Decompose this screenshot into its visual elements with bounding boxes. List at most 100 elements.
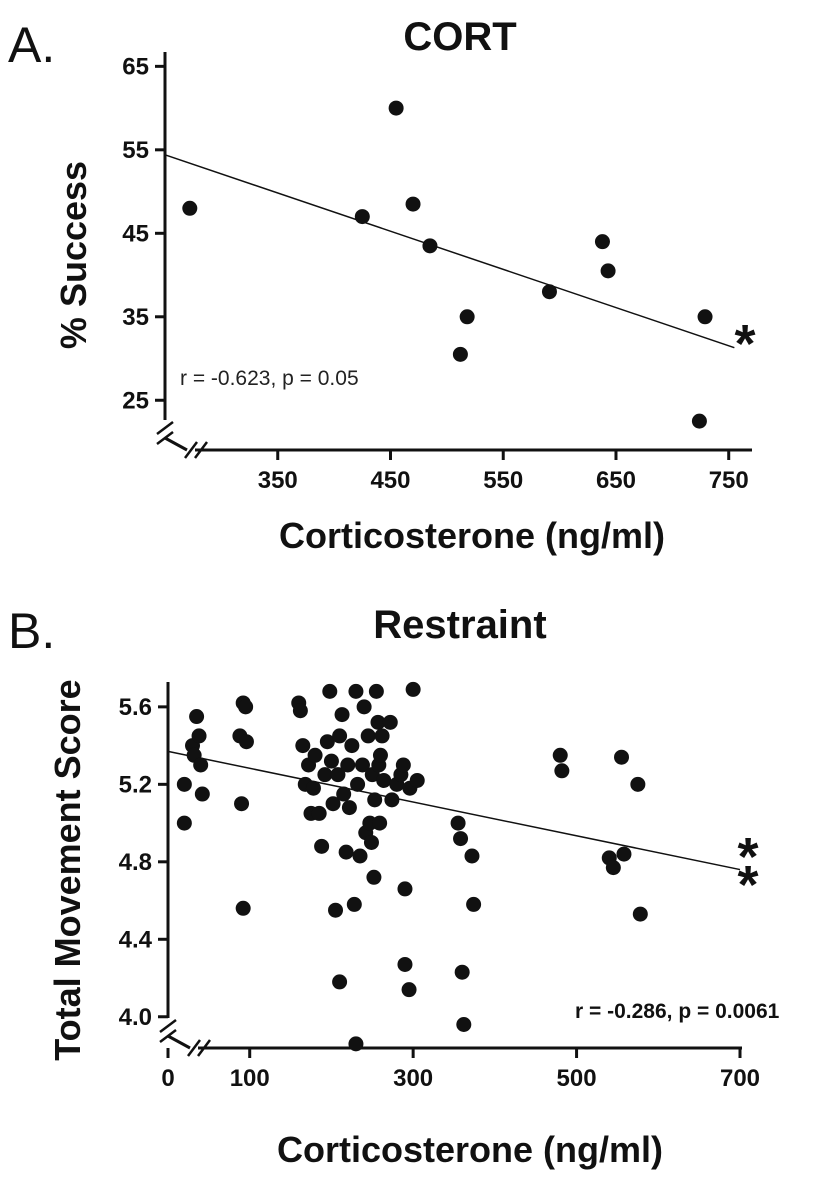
panel-b-data-point <box>330 767 346 783</box>
panel-b-x-tick-label: 700 <box>720 1065 760 1092</box>
panel-b-stats-annotation: r = -0.286, p = 0.0061 <box>575 1000 780 1023</box>
panel-b-data-point <box>332 974 348 990</box>
panel-a-data-point <box>541 284 557 300</box>
panel-b-chart: B. Restraint Total Movement Score Cortic… <box>8 603 780 1170</box>
panel-a-data-point <box>459 309 475 325</box>
panel-b-data-point <box>450 815 466 831</box>
panel-b-trendline-group <box>167 750 741 871</box>
panel-b-x-tick-label: 0 <box>161 1065 174 1092</box>
panel-a-axis-corner <box>164 436 188 452</box>
panel-a-x-tick-label: 350 <box>258 467 298 494</box>
panel-b-x-break-mark <box>187 1039 201 1057</box>
panel-b-y-tick-label: 4.8 <box>119 849 152 876</box>
panel-b-data-point <box>360 728 376 744</box>
panel-a-data-point <box>452 346 468 362</box>
panel-b-data-point <box>356 699 372 715</box>
panel-a-data-point <box>405 196 421 212</box>
panel-a-data-point <box>697 309 713 325</box>
panel-b-title: Restraint <box>373 603 546 647</box>
panel-a-data-point <box>691 413 707 429</box>
panel-a-x-tick-label: 550 <box>483 467 523 494</box>
panel-b-data-point <box>466 896 482 912</box>
panel-a-x-tick-label: 650 <box>596 467 636 494</box>
panel-a-y-tick-label: 35 <box>122 304 149 331</box>
panel-b-data-point <box>319 734 335 750</box>
panel-b-significance-marker: ** <box>737 827 758 915</box>
panel-b-data-point <box>368 683 384 699</box>
panel-b-trendline <box>167 750 741 871</box>
panel-a-letter: A. <box>8 17 55 73</box>
panel-a-x-break-mark <box>184 441 198 459</box>
panel-b-data-point <box>605 860 621 876</box>
panel-b-data-point <box>464 848 480 864</box>
panel-b-x-tick-label: 100 <box>230 1065 270 1092</box>
panel-b-data-point <box>554 763 570 779</box>
panel-b-data-point <box>338 844 354 860</box>
panel-a-x-axis-label: Corticosterone (ng/ml) <box>279 515 665 556</box>
panel-b-data-point <box>189 709 205 725</box>
panel-b-data-point <box>367 792 383 808</box>
panel-a-y-tick-label: 55 <box>122 137 149 164</box>
panel-b-y-tick-label: 5.2 <box>119 771 152 798</box>
panel-b-points <box>176 681 648 1052</box>
panel-b-data-point <box>453 831 469 847</box>
panel-b-data-point <box>363 834 379 850</box>
panel-b-data-point <box>325 796 341 812</box>
panel-b-data-point <box>191 728 207 744</box>
panel-b-significance-star: * <box>737 855 758 915</box>
panel-a-data-point <box>388 100 404 116</box>
panel-b-data-point <box>409 772 425 788</box>
panel-a-title: CORT <box>403 15 516 59</box>
panel-b-data-point <box>193 757 209 773</box>
panel-a-y-tick-label: 65 <box>122 53 149 80</box>
panel-b-data-point <box>340 757 356 773</box>
panel-a-stats-annotation: r = -0.623, p = 0.05 <box>180 367 359 390</box>
panel-b-data-point <box>176 815 192 831</box>
panel-b-data-point <box>322 683 338 699</box>
panel-a-x-tick-label: 750 <box>709 467 749 494</box>
panel-a-x-tick-label: 450 <box>370 467 410 494</box>
panel-b-data-point <box>614 749 630 765</box>
panel-b-data-point <box>334 707 350 723</box>
panel-b-data-point <box>372 815 388 831</box>
panel-b-data-point <box>395 757 411 773</box>
panel-b-data-point <box>366 869 382 885</box>
panel-b-x-tick-label: 300 <box>393 1065 433 1092</box>
panel-b-y-break-mark <box>159 1019 177 1033</box>
panel-b-data-point <box>307 747 323 763</box>
panel-a-data-point <box>182 200 198 216</box>
panel-a-y-tick-label: 45 <box>122 220 149 247</box>
panel-b-y-tick-label: 5.6 <box>119 694 152 721</box>
panel-b-y-tick-label: 4.0 <box>119 1004 152 1031</box>
panel-a-data-point <box>422 238 438 254</box>
panel-b-data-point <box>317 767 333 783</box>
panel-b-y-tick-label: 4.4 <box>119 926 153 953</box>
panel-b-data-point <box>314 838 330 854</box>
panel-b-data-point <box>176 776 192 792</box>
panel-b-data-point <box>372 747 388 763</box>
panel-b-y-axis-label: Total Movement Score <box>47 679 88 1060</box>
panel-a-y-axis-label: % Success <box>53 161 94 349</box>
panel-b-letter: B. <box>8 603 55 659</box>
panel-b-data-point <box>348 1036 364 1052</box>
panel-b-data-point <box>405 681 421 697</box>
panel-a-y-tick-label: 25 <box>122 387 149 414</box>
panel-a-axes: 25 35 45 55 65 350 450 550 650 750 <box>122 52 752 494</box>
panel-a-significance-marker: * <box>734 314 755 374</box>
panel-a-y-break-mark <box>156 421 174 435</box>
panel-b-data-point <box>374 728 390 744</box>
panel-b-x-break-mark <box>197 1039 211 1057</box>
panel-b-data-point <box>344 738 360 754</box>
panel-b-data-point <box>341 800 357 816</box>
panel-b-data-point <box>354 757 370 773</box>
panel-a-trendline <box>164 154 735 349</box>
panel-b-data-point <box>328 902 344 918</box>
panel-b-data-point <box>552 747 568 763</box>
panel-a-x-break-mark <box>194 441 208 459</box>
panel-b-data-point <box>456 1017 472 1033</box>
panel-b-data-point <box>630 776 646 792</box>
panel-b-axes: 4.0 4.4 4.8 5.2 5.6 0 100 300 500 700 <box>119 682 760 1092</box>
panel-a-data-point <box>594 234 610 250</box>
panel-a-points <box>182 100 713 429</box>
